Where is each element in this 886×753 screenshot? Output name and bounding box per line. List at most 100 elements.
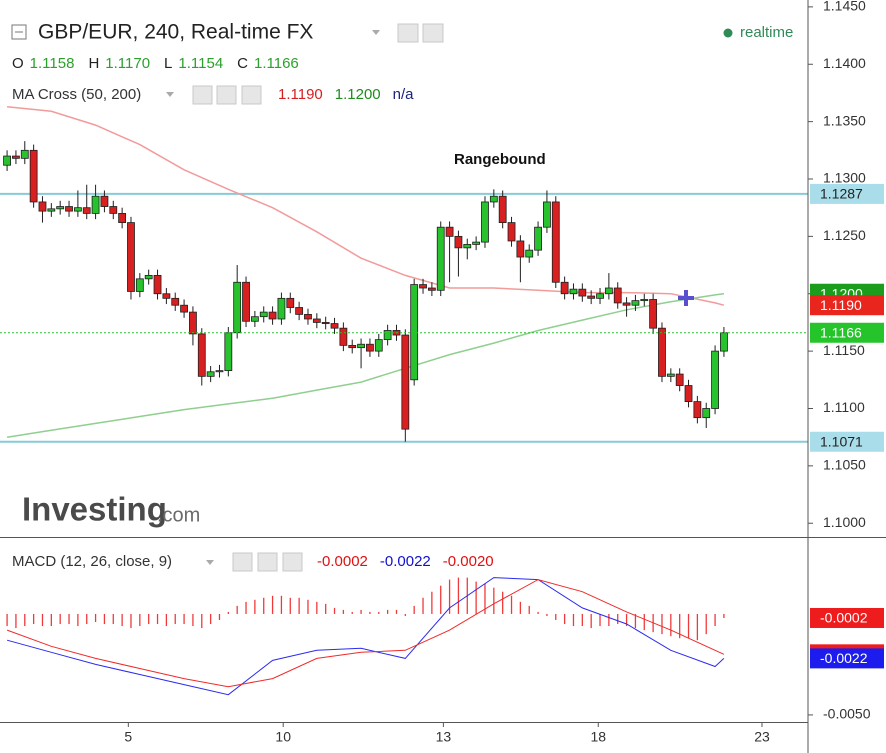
price-label: 1.1071 <box>820 433 863 449</box>
cursor-marker <box>678 290 694 306</box>
candle-body <box>675 373 684 386</box>
candle-body <box>91 195 100 214</box>
dropdown-icon[interactable] <box>372 30 380 35</box>
macd-plot <box>6 577 725 696</box>
legend-value: 1.1200 <box>335 86 381 103</box>
y-tick-label: 1.1100 <box>823 399 865 415</box>
macd-legend: MACD (12, 26, close, 9) <box>12 553 172 570</box>
price-label: 1.1190 <box>820 297 862 313</box>
visibility-button[interactable] <box>232 552 253 572</box>
candle-body <box>357 343 365 349</box>
dropdown-icon[interactable] <box>206 560 214 565</box>
legend-value: -0.0022 <box>380 553 431 570</box>
watermark-brand: Investing <box>22 491 167 528</box>
candle-body <box>162 293 171 299</box>
ohlc-label: C <box>237 55 248 72</box>
candle-body <box>286 297 295 308</box>
candle-body <box>197 333 206 377</box>
candle-body <box>498 195 507 224</box>
overlay <box>678 290 694 306</box>
candle-body <box>250 316 259 322</box>
ohlc-label: O <box>12 55 24 72</box>
candle-body <box>295 307 304 315</box>
moving-average-line <box>6 292 725 438</box>
x-tick-label: 13 <box>436 729 452 745</box>
macd-line <box>6 577 725 696</box>
candle-body <box>481 201 489 243</box>
remove-button[interactable] <box>282 552 303 572</box>
candle-body <box>224 332 233 372</box>
symbol-title[interactable]: GBP/EUR, 240, Real-time FX <box>38 21 313 44</box>
watermark: Investing .com <box>22 491 200 528</box>
candle-body <box>720 332 728 352</box>
y-tick-label: 1.1250 <box>823 227 866 243</box>
x-tick-label: 5 <box>124 729 132 745</box>
candle-body <box>277 297 286 320</box>
macd-line <box>6 579 725 688</box>
y-tick-label: 1.1400 <box>823 55 866 71</box>
legend-value: 1.1190 <box>278 86 323 103</box>
price-label-box <box>810 183 884 204</box>
visibility-button[interactable] <box>397 23 419 43</box>
candle-body <box>383 330 392 341</box>
price-label-box <box>810 431 884 452</box>
price-label-box <box>810 648 884 669</box>
candle-body <box>640 299 649 302</box>
candle-body <box>29 149 38 203</box>
candle-body <box>65 206 73 212</box>
legend-value: -0.0002 <box>317 553 368 570</box>
candle-body <box>153 274 162 295</box>
candle-body <box>180 304 188 313</box>
candle-body <box>366 343 374 352</box>
candle-body <box>100 195 109 207</box>
settings-button[interactable] <box>422 23 444 43</box>
settings-button[interactable] <box>257 552 278 572</box>
candle-body <box>215 370 224 373</box>
candle-body <box>684 385 693 403</box>
candle-body <box>118 213 127 224</box>
ma-legend: MA Cross (50, 200) <box>12 86 141 103</box>
candle-body <box>560 281 569 295</box>
candle-body <box>206 371 215 377</box>
ma-legend-values: 1.1190 1.1200 n/a <box>278 86 414 103</box>
candle-body <box>631 300 640 306</box>
price-label-box <box>810 295 884 316</box>
candle-body <box>604 287 613 295</box>
candle-body <box>711 350 719 409</box>
candle-body <box>658 327 666 377</box>
dropdown-icon[interactable] <box>166 92 174 97</box>
candle-body <box>613 287 622 304</box>
status-dot <box>723 28 733 38</box>
candle-body <box>578 288 587 297</box>
ohlc-value: 1.1154 <box>178 55 223 72</box>
ohlc-value: 1.1170 <box>105 55 150 72</box>
remove-button[interactable] <box>241 85 262 105</box>
ohlc-value: 1.1166 <box>254 55 299 72</box>
ohlc-value: 1.1158 <box>30 55 75 72</box>
ohlc-label: H <box>88 55 99 72</box>
ohlc-row: O 1.1158 H 1.1170 L 1.1154 C 1.1166 <box>12 55 299 72</box>
candle-body <box>259 311 268 318</box>
candle-body <box>622 302 631 306</box>
candle-body <box>189 311 197 335</box>
candle-body <box>551 201 560 283</box>
candle-body <box>507 222 516 242</box>
visibility-button[interactable] <box>192 85 213 105</box>
candle-body <box>489 195 498 203</box>
candle-body <box>419 284 427 289</box>
x-tick-label: 23 <box>754 729 770 745</box>
candle-body <box>127 222 135 292</box>
candle-body <box>569 288 578 295</box>
candle-body <box>47 208 56 212</box>
candle-body <box>693 401 702 419</box>
candle-body <box>534 226 542 251</box>
legend-value: n/a <box>393 86 415 103</box>
settings-button[interactable] <box>216 85 237 105</box>
candle-body <box>436 226 445 291</box>
candle-body <box>242 281 250 322</box>
candle-body <box>56 206 65 210</box>
price-label-box <box>810 607 884 628</box>
